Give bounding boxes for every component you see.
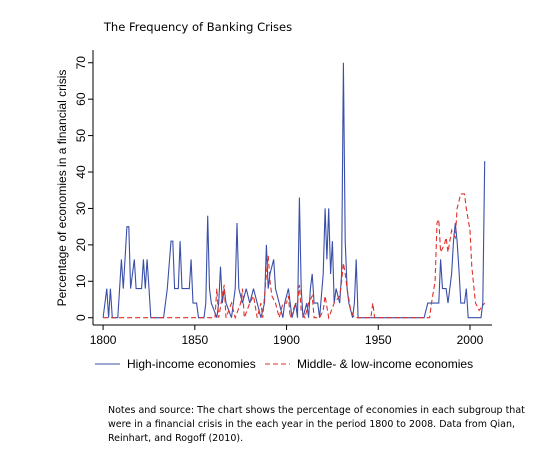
series-line (102, 62, 486, 319)
y-tick-label: 60 (74, 92, 88, 106)
y-tick-label: 70 (74, 56, 88, 70)
legend-label: High-income economies (127, 357, 256, 371)
notes: Notes and source: The chart shows the pe… (108, 405, 525, 444)
series-line (103, 193, 486, 320)
legend-label: Middle- & low-income economies (297, 357, 473, 371)
chart-title: The Frequency of Banking Crises (103, 20, 292, 34)
x-tick-label: 1900 (273, 333, 300, 347)
x-tick-label: 2000 (457, 333, 484, 347)
y-tick-label: 10 (74, 274, 88, 288)
x-tick-label: 1950 (365, 333, 392, 347)
x-tick-label: 1850 (181, 333, 208, 347)
y-axis-label: Percentage of economies in a financial c… (55, 70, 69, 307)
y-tick-label: 50 (74, 129, 88, 143)
y-tick-label: 40 (74, 165, 88, 179)
y-tick-label: 0 (74, 314, 88, 321)
chart: The Frequency of Banking Crises Percenta… (55, 20, 492, 371)
y-tick-label: 30 (74, 201, 88, 215)
y-tick-label: 20 (74, 238, 88, 252)
x-tick-label: 1800 (90, 333, 117, 347)
